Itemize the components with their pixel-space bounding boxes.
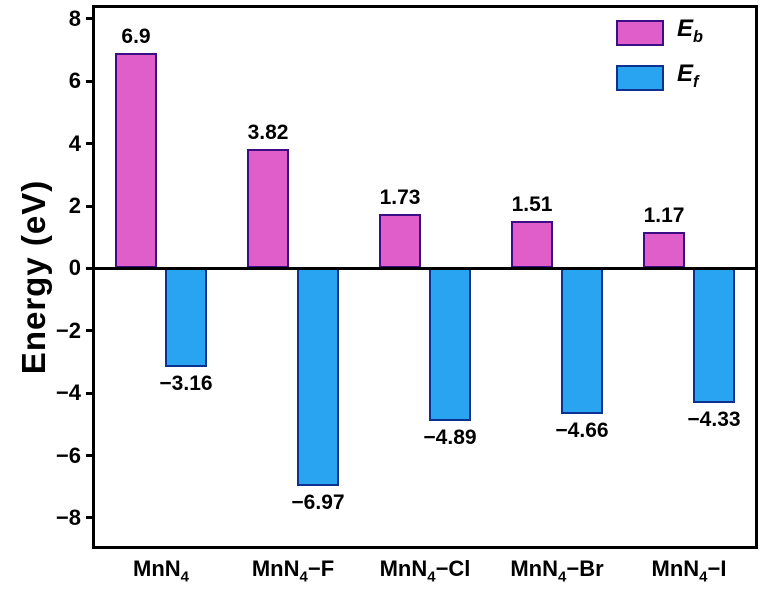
y-tick-label-4: 4 xyxy=(68,130,81,156)
x-category-label-3: MnN4−Br xyxy=(510,556,604,586)
legend-item-eb: Eb xyxy=(616,16,703,50)
y-tick-mark--6 xyxy=(86,454,95,458)
x-category-label-4: MnN4−I xyxy=(651,556,727,586)
bar-ef-0 xyxy=(165,268,207,367)
value-label-eb-2: 1.73 xyxy=(379,186,421,210)
y-tick-mark--8 xyxy=(86,516,95,520)
legend-label-ef-main: E xyxy=(677,59,694,87)
y-tick-label--4: −4 xyxy=(55,380,81,406)
y-tick-label-8: 8 xyxy=(68,5,81,31)
bar-eb-2 xyxy=(379,214,421,269)
value-label-ef-1: −6.97 xyxy=(291,490,345,514)
bar-ef-3 xyxy=(561,268,603,414)
legend-swatch-ef xyxy=(616,64,664,91)
legend-label-eb-main: E xyxy=(677,15,694,42)
y-tick-mark-8 xyxy=(86,17,95,21)
x-category-label-0: MnN4 xyxy=(133,556,189,586)
x-category-label-2: MnN4−Cl xyxy=(379,556,471,586)
bar-eb-3 xyxy=(511,221,553,269)
legend-label-ef-sub: f xyxy=(693,72,699,91)
value-label-ef-0: −3.16 xyxy=(159,371,213,395)
bar-ef-2 xyxy=(429,268,471,421)
value-label-ef-4: −4.33 xyxy=(687,408,741,432)
zero-line xyxy=(95,266,755,270)
value-label-eb-4: 1.17 xyxy=(643,203,685,227)
legend-label-eb-sub: b xyxy=(693,27,703,46)
value-label-eb-0: 6.9 xyxy=(121,25,151,49)
bar-eb-1 xyxy=(247,149,289,269)
y-tick-mark--2 xyxy=(86,329,95,333)
y-tick-label--6: −6 xyxy=(55,442,81,468)
value-label-eb-3: 1.51 xyxy=(511,193,553,217)
bar-eb-0 xyxy=(115,53,157,269)
bar-ef-4 xyxy=(693,268,735,404)
legend-swatch-eb xyxy=(616,19,664,46)
y-tick-label-0: 0 xyxy=(68,255,81,281)
value-label-eb-1: 3.82 xyxy=(247,121,289,145)
y-tick-mark--4 xyxy=(86,391,95,395)
x-category-label-1: MnN4−F xyxy=(251,556,335,586)
bar-ef-1 xyxy=(297,268,339,486)
y-tick-label-2: 2 xyxy=(68,193,81,219)
value-label-ef-3: −4.66 xyxy=(555,418,609,442)
bar-eb-4 xyxy=(643,231,685,269)
y-tick-label--2: −2 xyxy=(55,317,81,343)
y-tick-mark-6 xyxy=(86,79,95,83)
y-tick-mark-4 xyxy=(86,142,95,146)
y-tick-mark-2 xyxy=(86,204,95,208)
value-label-ef-2: −4.89 xyxy=(423,425,477,449)
y-tick-label-6: 6 xyxy=(68,68,81,94)
y-tick-mark-0 xyxy=(86,266,95,270)
y-tick-label--8: −8 xyxy=(55,504,81,530)
legend-label-ef: Ef xyxy=(677,59,699,95)
legend-label-eb: Eb xyxy=(677,16,703,50)
legend-item-ef: Ef xyxy=(616,59,703,95)
legend: Eb Ef xyxy=(616,16,703,106)
